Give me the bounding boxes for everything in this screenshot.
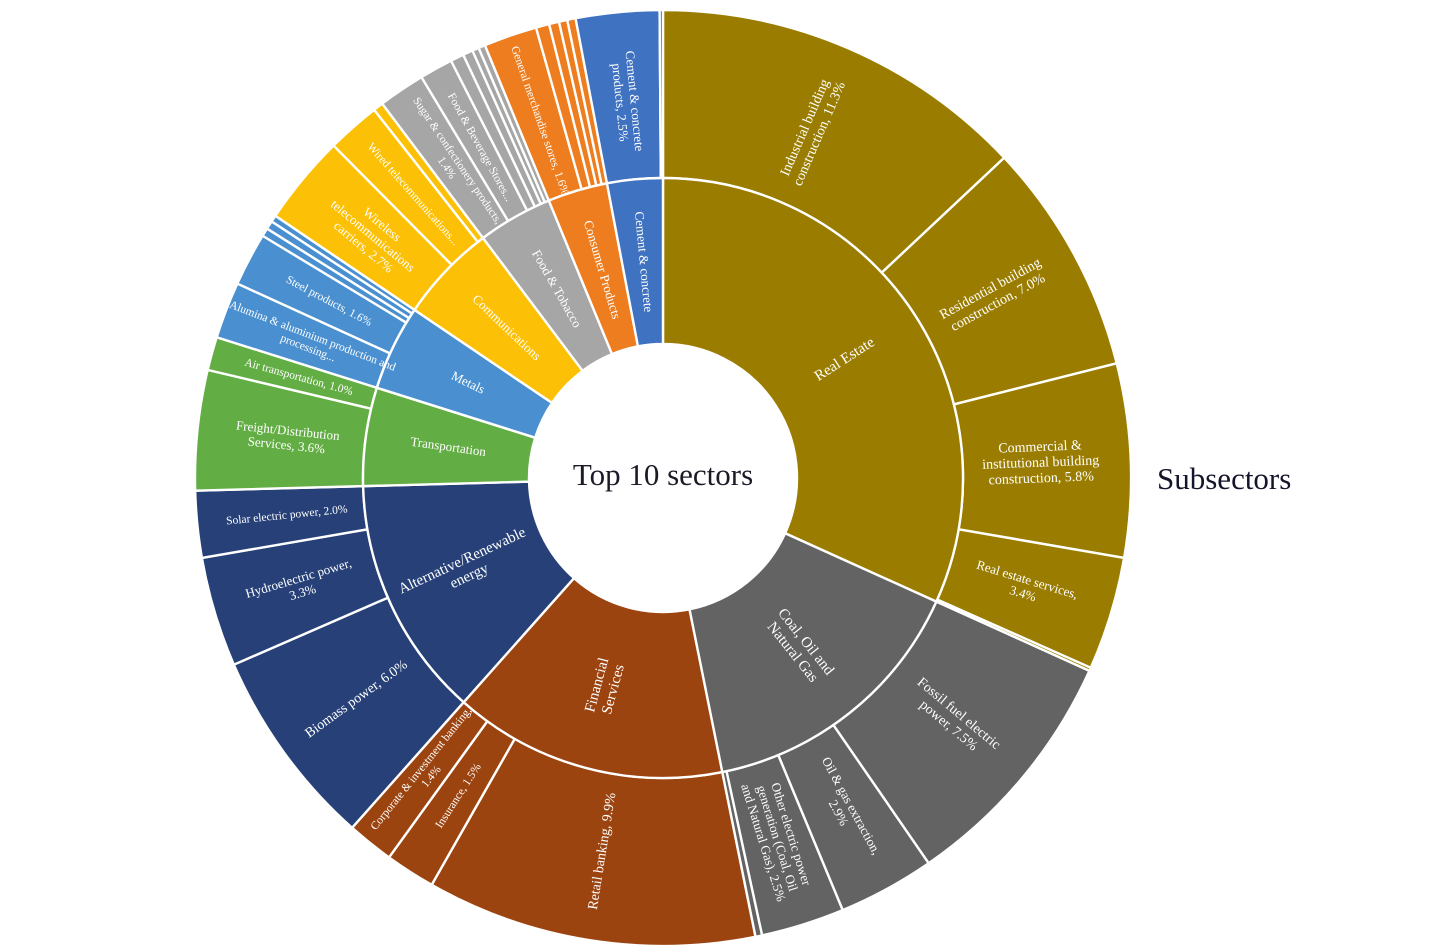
inner-ring-sectors — [361, 176, 965, 780]
subsector-slice-9-1[interactable] — [658, 8, 665, 180]
center-title: Top 10 sectors — [573, 457, 753, 492]
subsector-label-0-2: Commercial &institutional buildingconstr… — [981, 438, 1100, 489]
outer-ring-subsectors — [193, 8, 1133, 946]
center-hole — [529, 344, 797, 612]
subsectors-annotation: Subsectors — [1157, 461, 1291, 496]
